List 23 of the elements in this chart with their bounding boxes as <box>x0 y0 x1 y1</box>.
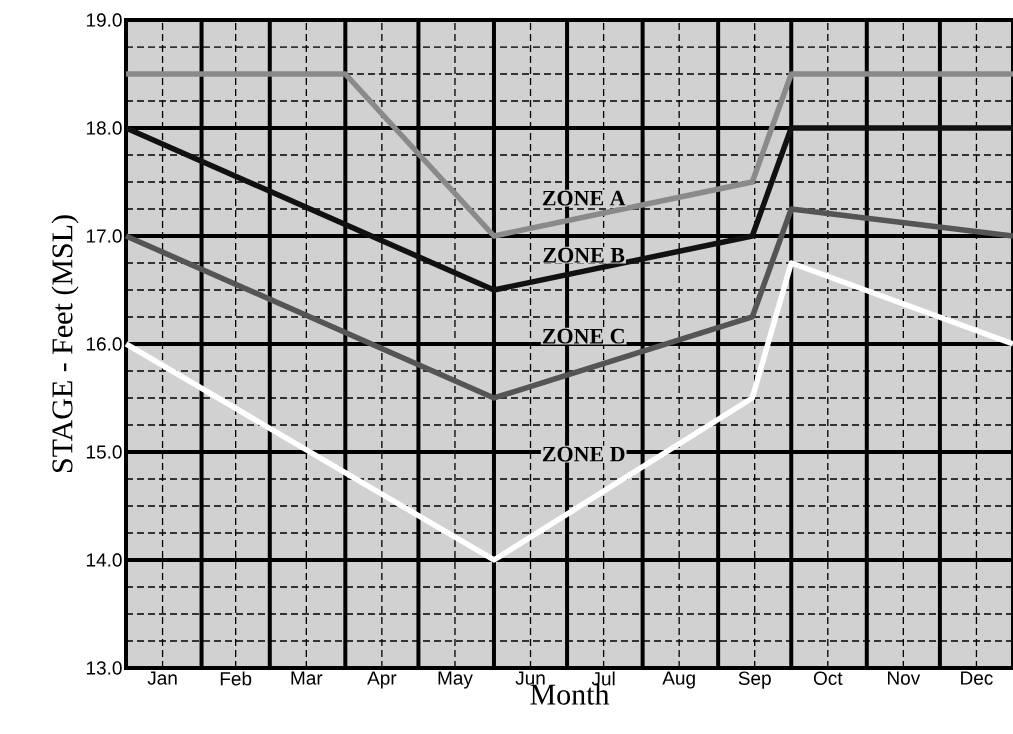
y-tick-label: 15.0 <box>86 445 122 459</box>
y-tick-label: 17.0 <box>86 229 122 243</box>
x-tick-label: Apr <box>367 671 397 689</box>
x-tick-label: Aug <box>662 671 695 689</box>
annotation: ZONE D <box>542 446 625 462</box>
y-tick-label: 16.0 <box>86 337 122 351</box>
y-tick-label: 14.0 <box>86 553 122 567</box>
x-tick-label: Jan <box>147 671 177 685</box>
x-tick-label: Oct <box>813 671 843 685</box>
x-tick-label: Mar <box>291 671 323 685</box>
annotation: ZONE C <box>542 328 624 344</box>
y-tick-label: 19.0 <box>86 13 122 27</box>
y-tick-label: 18.0 <box>86 121 122 135</box>
y-axis-title: STAGE - Feet (MSL) <box>51 215 79 473</box>
annotation: ZONE B <box>543 247 625 263</box>
x-tick-label: Dec <box>961 671 993 685</box>
x-tick-label: Sep <box>738 671 771 689</box>
annotation: ZONE A <box>542 190 626 206</box>
y-tick-label: 13.0 <box>86 661 122 675</box>
x-tick-label: Jun <box>515 671 545 685</box>
x-tick-label: May <box>438 671 473 689</box>
x-tick-label: Nov <box>888 671 921 685</box>
x-tick-label: Feb <box>220 671 252 686</box>
